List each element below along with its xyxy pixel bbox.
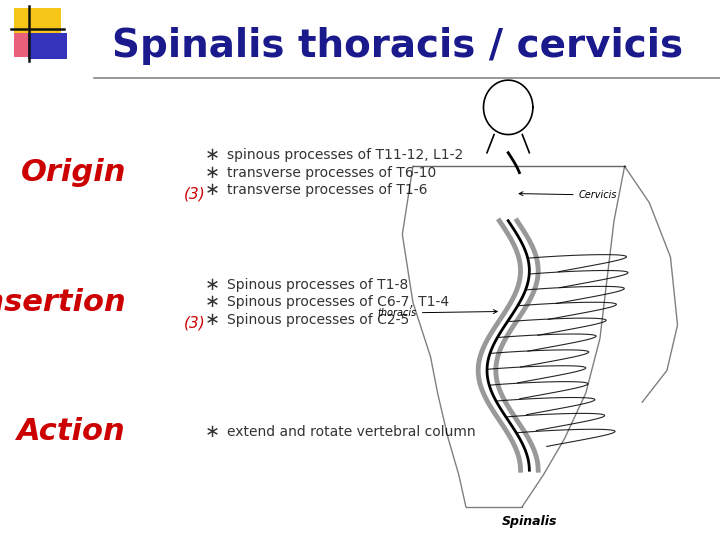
- Bar: [14, 32, 50, 57]
- Bar: [360, 81, 713, 529]
- Text: thoracis: thoracis: [377, 308, 498, 318]
- Text: Spinalis: Spinalis: [502, 515, 557, 528]
- Text: transverse processes of T6-10: transverse processes of T6-10: [227, 166, 436, 180]
- Text: ∗: ∗: [204, 146, 220, 164]
- Text: Insertion: Insertion: [0, 288, 126, 317]
- Bar: [27, 32, 67, 59]
- Text: Cervicis: Cervicis: [519, 190, 617, 200]
- Text: spinous processes of T11-12, L1-2: spinous processes of T11-12, L1-2: [227, 148, 463, 162]
- Text: Action: Action: [17, 417, 126, 447]
- Text: Spinous processes of C2-5: Spinous processes of C2-5: [227, 313, 409, 327]
- Bar: [14, 8, 61, 38]
- Text: ∗: ∗: [204, 181, 220, 199]
- Text: Spinous processes of T1-8: Spinous processes of T1-8: [227, 278, 408, 292]
- Text: transverse processes of T1-6: transverse processes of T1-6: [227, 184, 427, 197]
- Text: Spinalis thoracis / cervicis: Spinalis thoracis / cervicis: [112, 27, 683, 65]
- Text: ∗: ∗: [204, 311, 220, 329]
- Text: ∗: ∗: [204, 164, 220, 182]
- Text: (3): (3): [184, 186, 205, 201]
- Text: Spinous processes of C6-7, T1-4: Spinous processes of C6-7, T1-4: [227, 295, 449, 309]
- Text: ∗: ∗: [204, 293, 220, 312]
- Text: ∗: ∗: [204, 423, 220, 441]
- Text: ∗: ∗: [204, 276, 220, 294]
- Text: Origin: Origin: [20, 158, 126, 187]
- Text: (3): (3): [184, 316, 205, 331]
- Text: extend and rotate vertebral column: extend and rotate vertebral column: [227, 425, 475, 439]
